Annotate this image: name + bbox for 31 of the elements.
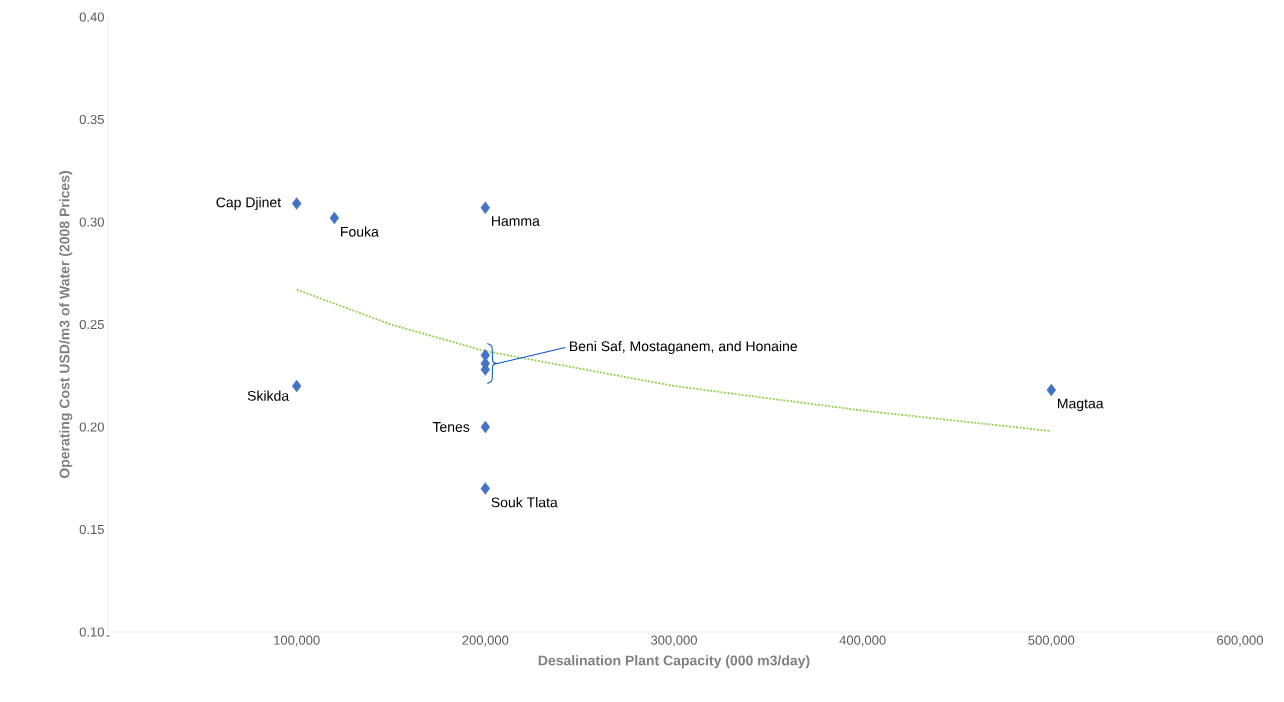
point	[480, 201, 491, 214]
y-tick-label: 0.15	[79, 524, 104, 535]
y-tick-label: 0.40	[79, 12, 104, 22]
annotation: Cap Djinet	[216, 197, 282, 211]
y-tick-label: 0.20	[79, 422, 104, 432]
y-tick-label: 0.35	[79, 114, 104, 125]
y-axis-title: Operating Cost USD/m3 of Water (2008 Prices)	[59, 171, 73, 479]
point	[480, 420, 491, 434]
annotation: Magtaa	[1057, 398, 1104, 412]
y-tick-label: 0.10	[79, 627, 104, 637]
point	[329, 211, 340, 225]
annotation: Souk Tlata	[491, 497, 558, 508]
annotation: Skikda	[247, 390, 290, 401]
x-tick-label: 300,000	[650, 635, 697, 647]
x-tick-label: -	[106, 635, 110, 637]
annotation: Tenes	[432, 422, 470, 432]
x-tick-label: 400,000	[839, 635, 886, 647]
annotation: Fouka	[341, 226, 379, 237]
x-tick-label: 500,000	[1028, 635, 1075, 647]
annotation: Hamma	[492, 216, 540, 226]
point	[291, 197, 302, 210]
point	[1046, 383, 1057, 397]
x-axis-title: Desalination Plant Capacity (000 m3/day)	[538, 655, 810, 669]
point	[291, 379, 302, 393]
annotation: Beni Saf, Mostaganem, and Honaine	[570, 340, 798, 354]
y-tick-label: 0.30	[79, 217, 104, 227]
x-tick-label: 100,000	[274, 635, 320, 647]
y-tick-label: 0.25	[79, 319, 104, 330]
point	[480, 482, 491, 495]
x-tick-label: 200,000	[462, 635, 509, 647]
x-tick-label: 600,000	[1217, 635, 1263, 647]
